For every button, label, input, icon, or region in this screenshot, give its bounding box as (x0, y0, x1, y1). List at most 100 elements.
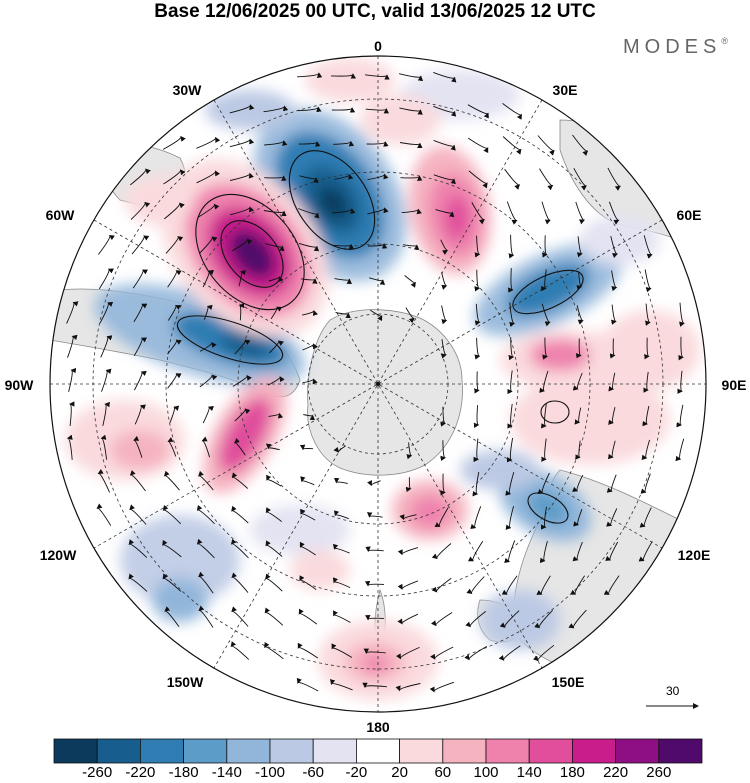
wind-vector-arrow (509, 302, 516, 328)
colorbar-tick-label: 60 (434, 764, 452, 781)
wind-vector-arrow (201, 436, 211, 458)
wind-vector-arrow (533, 644, 555, 662)
wind-vector-arrow (570, 575, 585, 595)
wind-vector-arrow (640, 473, 651, 494)
wind-vector-arrow (234, 339, 251, 355)
wind-vector-arrow (508, 268, 514, 293)
wind-vector-arrow (333, 510, 349, 520)
colorbar (53, 738, 703, 764)
wind-vector-arrow (498, 645, 521, 661)
wind-vector-arrow (264, 607, 284, 626)
wind-vector-arrow (231, 505, 249, 524)
wind-vector-arrow (364, 580, 385, 587)
wind-vector-arrow (298, 242, 320, 252)
lon-label-30e: 30E (552, 82, 578, 98)
wind-vector-arrow (576, 236, 583, 258)
wind-vector-arrow (573, 509, 583, 527)
wind-vector-arrow (465, 611, 486, 628)
wind-vector-arrow (164, 202, 185, 220)
wind-vector-arrow (467, 104, 489, 119)
wind-vector-arrow (474, 235, 481, 258)
modes-logo: MODES® (623, 36, 728, 58)
wind-vector-arrow (331, 643, 353, 658)
wind-vector-arrow (395, 683, 421, 692)
wind-vector-arrow (199, 374, 218, 388)
wind-vector-arrow (430, 646, 454, 660)
wind-vector-arrow (303, 414, 315, 421)
wind-vector-arrow (404, 275, 416, 288)
wind-vector-arrow (133, 303, 148, 323)
lon-label-0: 0 (374, 38, 382, 54)
colorbar-tick-label: 220 (603, 764, 629, 781)
colorbar-tick-label: -260 (82, 764, 113, 781)
lon-label-60w: 60W (45, 207, 75, 223)
wind-vector-arrow (576, 305, 584, 325)
wind-vector-arrow (397, 613, 419, 625)
wind-vector-arrow (300, 476, 315, 486)
wind-vector-arrow (330, 679, 353, 691)
wind-vector-arrow (230, 172, 254, 181)
wind-vector-arrow (297, 106, 322, 113)
wind-vector-arrow (440, 239, 449, 255)
wind-vector-arrow (234, 408, 251, 422)
wind-vector-arrow (473, 405, 480, 428)
wind-vector-arrow (576, 338, 582, 359)
wind-vector-arrow (611, 270, 618, 292)
wind-vector-arrow (431, 577, 452, 593)
wind-vector-arrow (270, 306, 283, 320)
colorbar-tick-label: -140 (211, 764, 242, 781)
lon-label-90e: 90E (721, 377, 747, 393)
wind-vector-arrow (333, 610, 351, 623)
wind-vector-arrow (572, 134, 589, 157)
wind-vector-arrow (268, 276, 284, 283)
colorbar-swatch (615, 738, 660, 764)
wind-vector-arrow (541, 269, 547, 292)
wind-vector-arrow (504, 168, 521, 190)
wind-vector-arrow (508, 336, 515, 361)
wind-vector-arrow (167, 305, 181, 321)
wind-vector-arrow (198, 571, 214, 594)
wind-vector-arrow (134, 370, 147, 391)
wind-vector-arrow (403, 244, 420, 250)
wind-vector-arrow (433, 139, 456, 151)
wind-vector-arrow (297, 642, 319, 659)
wind-vector-arrow (434, 507, 449, 527)
wind-vector-arrow (196, 538, 215, 559)
wind-vector-arrow (677, 370, 683, 394)
wind-vector-arrow (603, 575, 620, 595)
wind-vector-arrow (397, 580, 419, 590)
wind-vector-arrow (610, 235, 619, 259)
wind-vector-arrow (230, 641, 250, 660)
wind-vector-arrow (232, 238, 253, 252)
wind-vector-arrow (474, 303, 481, 326)
colorbar-tick-label: 20 (391, 764, 408, 781)
wind-vector-arrow (302, 343, 318, 351)
wind-vector-arrow (300, 278, 318, 284)
lon-label-150e: 150E (551, 674, 585, 690)
wind-vector-arrow (466, 576, 485, 595)
wind-vector-arrow (266, 474, 282, 487)
colorbar-tick-label: -100 (254, 764, 286, 781)
wind-vector-arrow (230, 538, 249, 559)
wind-vector-arrow (298, 141, 321, 147)
wind-vector-arrow (433, 105, 457, 117)
wind-vector-arrow (100, 335, 113, 358)
wind-vector-arrow (367, 173, 389, 181)
wind-vector-arrow (100, 434, 108, 460)
wind-vector-arrow (162, 573, 182, 592)
wind-vector-arrow (233, 437, 246, 456)
wind-vector-arrow (474, 337, 481, 360)
wind-vector-arrow (400, 175, 423, 181)
graticule (50, 56, 706, 712)
wind-vector-arrow (98, 235, 115, 255)
wind-vector-arrow (263, 210, 287, 217)
colorbar-swatch (355, 738, 400, 764)
wind-vector-arrow (203, 304, 213, 320)
wind-vector-arrow (169, 405, 180, 424)
wind-vectors (66, 71, 685, 693)
wind-vector-arrow (501, 575, 518, 595)
wind-vector-arrow (129, 504, 147, 525)
wind-vector-arrow (297, 72, 323, 79)
south-pole-marker (376, 382, 380, 386)
wind-vector-arrow (162, 135, 186, 150)
